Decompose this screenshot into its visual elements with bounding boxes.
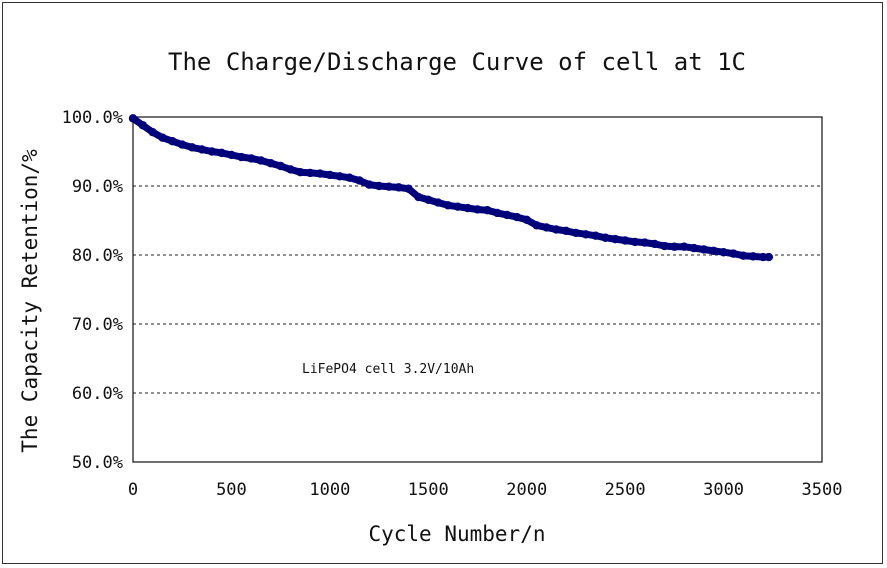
data-point [424, 195, 433, 204]
data-point [404, 184, 413, 193]
data-point [764, 252, 774, 262]
cell-annotation: LiFePO4 cell 3.2V/10Ah [302, 362, 474, 377]
data-point [246, 154, 256, 163]
x-axis-label: Cycle Number/n [368, 522, 545, 546]
data-point [374, 181, 384, 191]
y-tick-label: 80.0% [72, 246, 123, 266]
series-layer [128, 114, 774, 262]
data-point [719, 248, 728, 257]
y-tick-label: 100.0% [62, 108, 123, 128]
data-point [660, 241, 669, 251]
data-point [581, 230, 590, 239]
x-tick-label: 1500 [408, 480, 449, 500]
data-point [296, 168, 305, 177]
data-point [178, 140, 187, 149]
data-point [502, 210, 512, 220]
data-point [158, 133, 167, 142]
data-point [384, 182, 394, 191]
data-point [473, 205, 482, 214]
data-point [443, 201, 453, 210]
plot-area [132, 116, 823, 463]
data-point [492, 208, 502, 218]
data-point [611, 234, 620, 244]
data-point [237, 152, 246, 162]
data-point [630, 237, 640, 247]
data-point [709, 246, 718, 256]
y-axis-label: The Capacity Retention/% [18, 149, 42, 453]
data-point [758, 252, 768, 262]
data-point [689, 243, 699, 253]
data-point [394, 183, 403, 192]
data-point [699, 245, 709, 254]
y-tick-label: 50.0% [72, 453, 123, 473]
x-tick-label: 500 [216, 480, 247, 500]
x-tick-label: 1000 [309, 480, 350, 500]
data-point [305, 168, 315, 178]
data-point [266, 159, 275, 168]
data-point [197, 145, 207, 154]
data-point [571, 228, 581, 238]
x-tick-label: 0 [128, 480, 138, 500]
chart-title: The Charge/Discharge Curve of cell at 1C [168, 48, 746, 76]
data-point [670, 242, 679, 251]
x-tick-label: 3500 [802, 480, 843, 500]
data-point [739, 251, 748, 260]
data-point [414, 192, 423, 202]
data-point [463, 203, 472, 213]
data-point [335, 172, 344, 181]
data-point [542, 223, 551, 232]
x-tick-label: 3000 [703, 480, 744, 500]
data-point [168, 136, 177, 146]
data-point [433, 198, 443, 207]
data-point [522, 215, 531, 225]
data-point [640, 238, 650, 247]
data-point [532, 221, 541, 230]
data-point [748, 252, 758, 261]
data-point [591, 231, 600, 240]
x-tick-label: 2000 [506, 480, 547, 500]
y-tick-label: 90.0% [72, 177, 123, 197]
data-point [552, 225, 561, 234]
data-point [561, 226, 571, 236]
data-point [345, 173, 354, 182]
data-point [128, 114, 138, 123]
data-point [256, 156, 266, 165]
data-point [276, 161, 285, 171]
data-point [187, 143, 197, 152]
data-point [227, 150, 236, 160]
data-point [148, 127, 157, 137]
y-tick-label: 70.0% [72, 315, 123, 335]
data-point [217, 148, 226, 158]
data-point [512, 212, 522, 222]
series-line-0 [129, 114, 773, 261]
y-tick-label: 60.0% [72, 384, 123, 404]
y-axis-ticks: 100.0% 90.0% 80.0% 70.0% 60.0% 50.0% [62, 108, 123, 473]
data-point [650, 239, 659, 249]
data-point [365, 180, 374, 189]
data-point [601, 233, 610, 242]
data-point [483, 205, 492, 215]
x-tick-label: 2500 [605, 480, 646, 500]
data-point [620, 236, 630, 245]
x-axis-ticks: 0 500 1000 1500 2000 2500 3000 3500 [128, 480, 843, 500]
data-point [680, 242, 689, 251]
data-point [315, 169, 325, 178]
data-point [355, 176, 364, 185]
data-point [286, 165, 295, 174]
data-point [207, 147, 216, 156]
data-point [325, 170, 335, 180]
data-point [729, 249, 738, 258]
data-point [138, 121, 148, 130]
data-point [453, 202, 463, 211]
